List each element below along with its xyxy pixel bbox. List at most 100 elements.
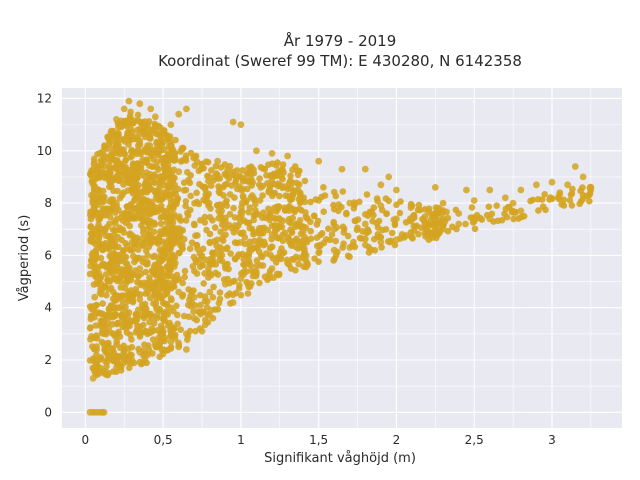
- scatter-point: [266, 185, 274, 193]
- scatter-point: [140, 314, 148, 322]
- data-point: [159, 335, 167, 343]
- scatter-point: [278, 173, 285, 181]
- scatter-point: [113, 338, 121, 345]
- scatter-point: [93, 301, 100, 309]
- scatter-point: [231, 214, 239, 221]
- scatter-point: [126, 112, 134, 120]
- scatter-point: [112, 295, 120, 302]
- scatter-point: [161, 317, 168, 324]
- scatter-point: [210, 283, 217, 291]
- scatter-point: [207, 255, 215, 263]
- scatter-point: [344, 232, 352, 240]
- scatter-point: [265, 205, 272, 213]
- data-point: [113, 116, 120, 123]
- scatter-point: [119, 270, 126, 277]
- scatter-point: [142, 283, 149, 291]
- scatter-point: [243, 268, 250, 275]
- scatter-point: [274, 180, 282, 187]
- x-tick-label: 0,5: [154, 433, 173, 447]
- scatter-point: [166, 133, 174, 140]
- scatter-point: [388, 229, 396, 237]
- data-point: [206, 288, 214, 296]
- scatter-point: [293, 235, 300, 243]
- scatter-point: [204, 192, 211, 199]
- scatter-point: [143, 157, 151, 165]
- scatter-point: [234, 185, 241, 193]
- scatter-point: [120, 348, 128, 356]
- data-point: [136, 100, 144, 108]
- scatter-point: [292, 223, 299, 231]
- scatter-point: [106, 220, 113, 227]
- scatter-point: [130, 291, 137, 299]
- scatter-point: [194, 232, 201, 239]
- scatter-point: [243, 252, 250, 259]
- scatter-point: [96, 174, 104, 181]
- data-point: [206, 312, 214, 319]
- scatter-point: [207, 182, 215, 189]
- scatter-point: [245, 208, 252, 216]
- data-point: [183, 105, 190, 113]
- scatter-point: [185, 286, 192, 293]
- scatter-point: [179, 293, 186, 300]
- scatter-point: [111, 217, 118, 224]
- scatter-point: [95, 232, 103, 240]
- scatter-point: [586, 191, 593, 199]
- scatter-point: [130, 165, 138, 173]
- scatter-point: [425, 236, 433, 243]
- scatter-point: [140, 321, 147, 329]
- scatter-point: [175, 249, 182, 257]
- scatter-point: [142, 148, 150, 155]
- data-point: [393, 236, 400, 244]
- data-point: [175, 231, 183, 238]
- data-point: [120, 356, 128, 364]
- scatter-point: [279, 184, 286, 192]
- scatter-point: [180, 179, 188, 186]
- scatter-point: [189, 263, 197, 270]
- scatter-point: [201, 219, 209, 226]
- data-point: [268, 150, 276, 157]
- scatter-point: [199, 308, 206, 315]
- scatter-point: [168, 183, 175, 191]
- scatter-point: [259, 192, 266, 199]
- data-point: [120, 105, 128, 113]
- data-point: [91, 173, 99, 181]
- scatter-point: [92, 322, 100, 329]
- scatter-point: [302, 209, 309, 216]
- data-point: [190, 314, 198, 322]
- scatter-point: [104, 286, 112, 293]
- data-point: [253, 210, 260, 217]
- data-point: [221, 280, 229, 288]
- scatter-point: [103, 291, 110, 299]
- scatter-point: [132, 285, 140, 293]
- scatter-point: [180, 312, 188, 320]
- scatter-point: [139, 218, 147, 225]
- scatter-point: [250, 216, 257, 224]
- scatter-point: [115, 319, 122, 327]
- scatter-point: [142, 178, 150, 185]
- scatter-point: [200, 280, 207, 287]
- scatter-point: [149, 174, 156, 182]
- scatter-point: [204, 298, 211, 305]
- data-point: [175, 110, 183, 118]
- scatter-point: [385, 197, 393, 205]
- scatter-point: [201, 321, 209, 329]
- scatter-point: [515, 215, 522, 222]
- scatter-point: [124, 322, 131, 329]
- scatter-point: [276, 216, 284, 223]
- scatter-point: [201, 316, 209, 324]
- scatter-point: [541, 191, 548, 198]
- scatter-point: [279, 165, 286, 173]
- scatter-point: [264, 180, 271, 187]
- scatter-point: [229, 168, 237, 176]
- x-tick-label: 3: [548, 433, 556, 447]
- y-tick-label: 0: [44, 405, 52, 419]
- scatter-point: [560, 196, 568, 204]
- data-point: [175, 168, 183, 176]
- data-point: [431, 184, 439, 191]
- scatter-point: [191, 200, 198, 207]
- scatter-point: [268, 172, 275, 179]
- scatter-point: [339, 188, 347, 195]
- data-point: [89, 374, 97, 382]
- data-point: [183, 346, 190, 353]
- scatter-point: [382, 226, 390, 233]
